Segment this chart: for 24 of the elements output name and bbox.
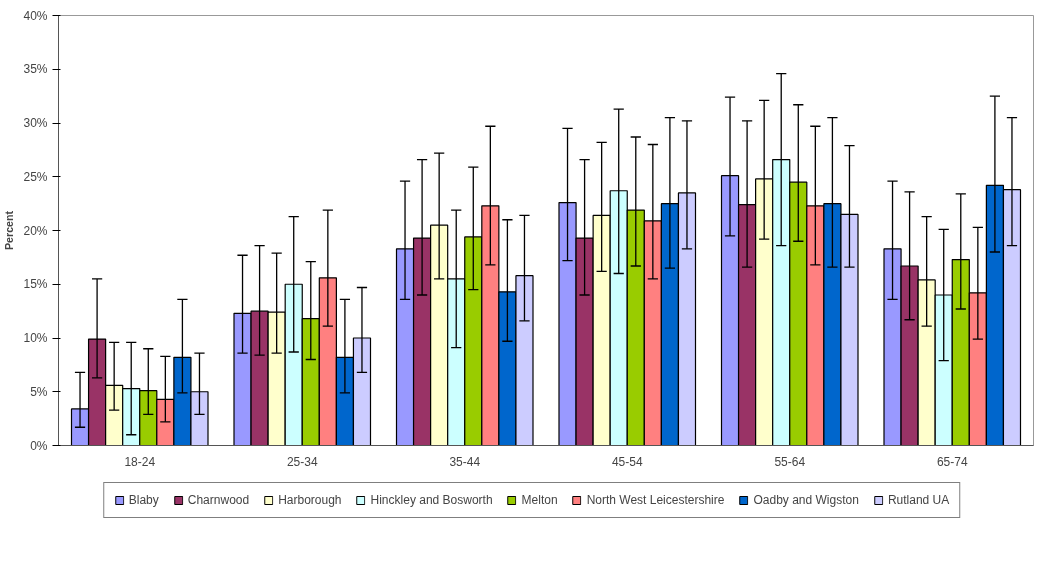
legend-label: Charnwood bbox=[187, 493, 250, 507]
legend-label: Oadby and Wigston bbox=[753, 493, 859, 507]
x-tick-label: 65-74 bbox=[936, 454, 968, 469]
legend-label: Harborough bbox=[278, 493, 342, 507]
y-tick-label: 30% bbox=[23, 116, 48, 130]
legend-label: North West Leicestershire bbox=[586, 493, 725, 507]
y-tick-label: 15% bbox=[23, 277, 48, 292]
legend-label: Hinckley and Bosworth bbox=[370, 493, 493, 507]
x-tick-label: 45-54 bbox=[611, 454, 643, 469]
legend-label: Rutland UA bbox=[887, 493, 950, 507]
y-tick-label: 20% bbox=[23, 223, 48, 238]
x-tick-label: 25-34 bbox=[286, 454, 318, 469]
legend-label: Melton bbox=[521, 493, 558, 507]
y-tick-label: 10% bbox=[23, 331, 48, 345]
legend-label: Blaby bbox=[128, 493, 159, 507]
y-axis-title: Percent bbox=[3, 210, 16, 251]
y-tick-label: 35% bbox=[23, 62, 48, 77]
x-tick-label: 35-44 bbox=[449, 454, 481, 469]
y-tick-label: 25% bbox=[23, 169, 48, 184]
y-tick-label: 5% bbox=[30, 384, 48, 399]
y-tick-label: 40% bbox=[23, 8, 48, 23]
y-tick-label: 0% bbox=[30, 438, 48, 453]
x-tick-label: 55-64 bbox=[774, 454, 806, 469]
x-tick-label: 18-24 bbox=[124, 454, 156, 469]
